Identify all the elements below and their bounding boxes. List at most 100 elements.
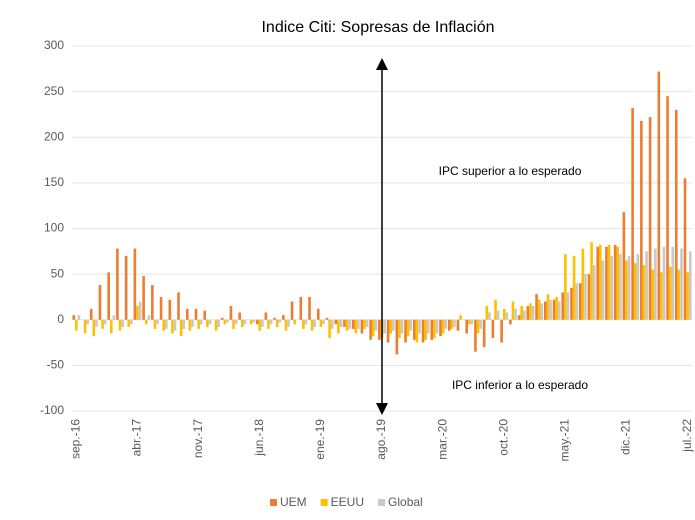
bar [648,117,652,320]
bar [197,319,200,329]
bar [470,319,474,325]
bar [273,317,276,320]
bar [599,244,602,320]
bar [360,319,364,334]
bar [243,319,247,325]
bar [496,310,500,320]
bar [439,319,442,337]
x-tick-label: nov.-17 [191,419,205,458]
bar [217,319,221,328]
bar [430,319,434,340]
bar [601,260,605,320]
bar [322,319,325,325]
legend-swatch [270,499,277,506]
bar [144,319,148,325]
bar [404,319,407,343]
bar [171,319,174,334]
bar [255,319,259,325]
bar [269,319,273,325]
x-tick-label: may.-21 [558,419,572,462]
bar [674,109,678,320]
x-tick-label: dic.-21 [619,419,633,455]
bar [564,254,567,320]
bar [491,319,495,338]
bar [677,269,681,320]
bar [89,308,93,320]
bar [654,248,657,320]
bar [83,319,87,334]
bar [159,296,163,320]
bar [671,246,675,320]
bar [275,319,279,328]
bar [165,319,168,329]
bar [383,319,386,334]
bar [398,319,401,338]
bar [584,274,587,320]
bar [95,319,98,328]
bar [453,319,456,328]
bar [337,319,340,334]
y-tick-label: 150 [44,175,64,189]
bar [191,319,194,328]
bar [409,319,413,331]
bar [261,319,264,328]
bar [214,319,218,331]
bar [267,319,270,329]
bar [450,319,454,329]
bar [413,319,416,340]
bar [354,319,358,334]
bar [494,299,497,320]
bar [474,319,477,352]
bar [543,301,547,320]
y-tick-label: 200 [44,129,64,143]
bar [660,272,663,320]
bar [72,315,76,320]
bar [339,319,343,328]
bar [287,319,290,328]
bar [179,319,183,337]
y-tick-label: 50 [51,266,65,280]
bar [488,312,491,320]
bar [77,315,81,320]
bar [683,178,687,320]
bar [476,319,480,334]
bar [482,319,486,348]
bar [226,319,229,323]
bar [523,310,526,320]
bar [605,246,608,320]
bar [264,312,268,320]
y-tick-label: 100 [44,221,64,235]
bar [151,285,154,320]
bar [229,306,233,320]
bar [153,319,157,329]
bar [421,319,425,343]
bar [625,260,628,320]
bar [109,319,113,334]
legend-swatch [320,499,328,506]
bar [293,319,296,325]
bar [502,308,506,320]
bar [188,319,192,331]
bar [374,319,378,331]
bar [130,319,133,325]
bar [426,319,430,334]
bar [561,292,565,320]
bar [418,319,421,334]
bar [610,255,613,320]
bar [185,308,189,320]
bar [240,319,244,328]
bar [433,319,436,338]
x-tick-label: mar.-20 [435,419,449,460]
bar [607,244,611,320]
bar [572,255,576,320]
bar [220,317,224,320]
bar [234,319,238,325]
bar [223,319,227,325]
bar [557,301,561,320]
bar [575,283,579,320]
bar [392,319,395,331]
bar [278,319,282,323]
bar [98,285,102,320]
y-tick-label: 300 [44,38,64,52]
